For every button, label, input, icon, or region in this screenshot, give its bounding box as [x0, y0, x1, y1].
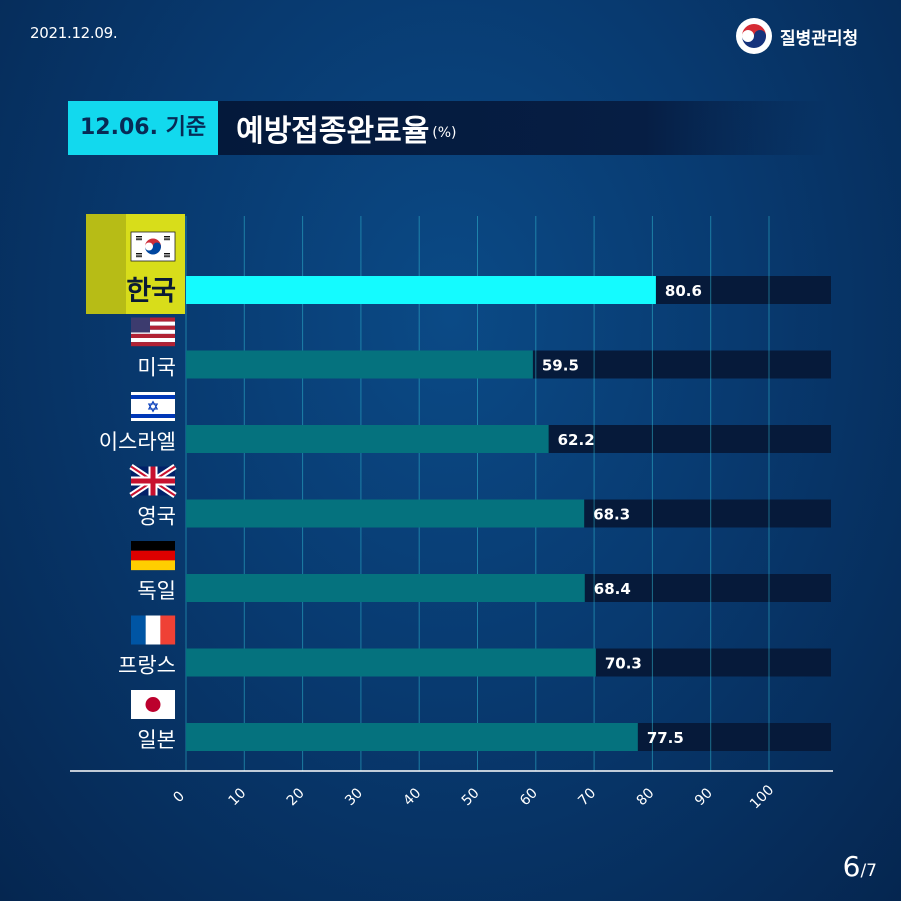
flag-japan-icon — [131, 690, 175, 719]
flag-korea-icon — [130, 231, 176, 262]
x-tick-label: 20 — [284, 785, 308, 809]
org-name: 질병관리청 — [780, 28, 859, 49]
bar — [186, 648, 596, 677]
bar — [186, 276, 656, 304]
data-label: 70.3 — [605, 655, 642, 673]
data-label: 62.2 — [558, 431, 595, 449]
chart-unit: (%) — [432, 125, 457, 141]
highlight-label-box — [86, 214, 185, 314]
flag-france-icon — [131, 615, 176, 645]
x-tick-label: 100 — [747, 782, 777, 812]
x-tick-label: 50 — [459, 785, 483, 809]
flag-israel-icon — [131, 392, 175, 421]
category-label: 일본 — [137, 728, 176, 752]
x-tick-label: 80 — [634, 785, 658, 809]
page-indicator: 6/7 — [843, 850, 877, 883]
bar — [186, 350, 533, 379]
x-tick-label: 10 — [226, 785, 250, 809]
x-tick-label: 40 — [400, 785, 424, 809]
bar — [186, 574, 585, 602]
x-tick-label: 30 — [342, 785, 366, 809]
category-label: 영국 — [137, 505, 176, 529]
category-label: 프랑스 — [118, 654, 176, 678]
data-label: 59.5 — [542, 357, 579, 375]
data-label: 77.5 — [647, 729, 684, 747]
highlight-label-shade — [86, 214, 126, 314]
data-label: 68.4 — [594, 580, 631, 598]
page-total: /7 — [860, 861, 877, 881]
bar — [186, 723, 638, 751]
page-current: 6 — [842, 850, 861, 883]
category-label: 이스라엘 — [99, 430, 176, 454]
x-tick-label: 0 — [170, 788, 188, 806]
bar — [186, 425, 549, 453]
kdca-logo: 질병관리청 — [736, 18, 858, 54]
x-tick-label: 90 — [692, 785, 716, 809]
reference-date-tag: 12.06. 기준 — [68, 101, 219, 155]
taegeuk-logo-icon — [736, 18, 772, 54]
chart-title: 예방접종완료율 — [236, 114, 430, 149]
flag-germany-icon — [131, 541, 175, 571]
flag-usa-icon — [131, 317, 175, 347]
category-label: 독일 — [137, 579, 176, 603]
data-label: 80.6 — [665, 282, 702, 300]
bar — [186, 499, 585, 528]
category-label: 미국 — [137, 356, 176, 380]
x-tick-label: 60 — [517, 785, 541, 809]
chart-title-banner: 12.06. 기준 예방접종완료율 (%) — [68, 101, 828, 155]
title-bar: 예방접종완료율 (%) — [218, 101, 828, 155]
x-tick-label: 70 — [575, 785, 599, 809]
flag-uk-icon — [129, 463, 177, 499]
category-label: 한국 — [126, 276, 176, 307]
data-label: 68.3 — [593, 506, 630, 524]
date-label: 2021.12.09. — [30, 24, 118, 42]
